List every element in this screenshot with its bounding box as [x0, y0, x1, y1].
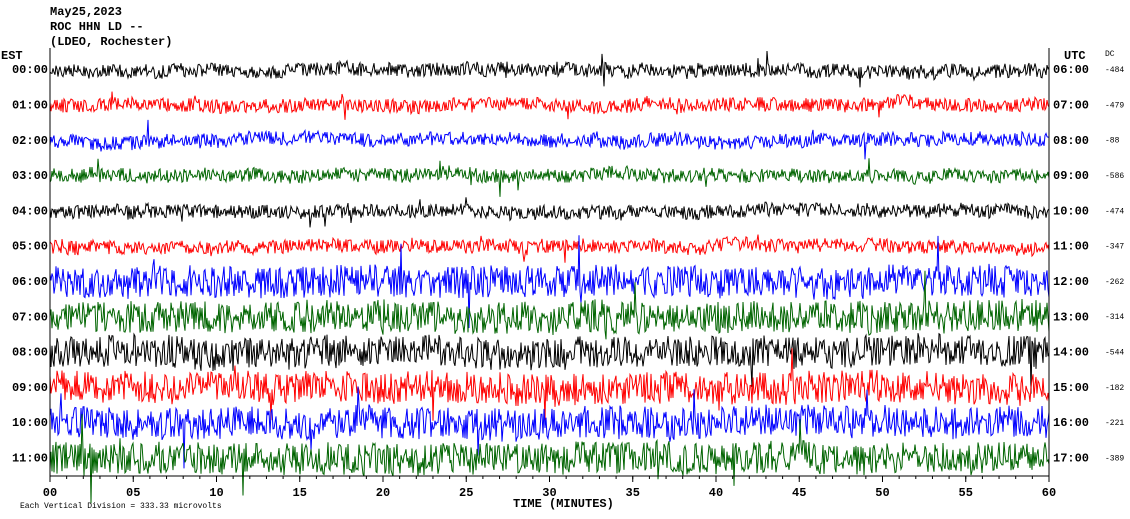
est-label: 06:00 — [12, 275, 48, 289]
est-label: 05:00 — [12, 240, 48, 254]
est-label: 01:00 — [12, 98, 48, 112]
utc-label: 12:00 — [1053, 275, 1089, 289]
left-label: EST — [1, 49, 23, 63]
est-label: 09:00 — [12, 381, 48, 395]
utc-label: 11:00 — [1053, 240, 1089, 254]
dc-value: -389 — [1105, 454, 1124, 463]
x-tick-label: 45 — [792, 486, 806, 500]
trace — [49, 50, 1050, 88]
header-line: ROC HHN LD -- — [50, 20, 144, 34]
utc-label: 06:00 — [1053, 63, 1089, 77]
dc-value: -182 — [1105, 384, 1124, 393]
header-line: (LDEO, Rochester) — [50, 35, 172, 49]
utc-label: 10:00 — [1053, 204, 1089, 218]
x-tick-label: 15 — [293, 486, 307, 500]
est-label: 04:00 — [12, 204, 48, 218]
dc-value: -474 — [1105, 207, 1124, 216]
dc-value: -586 — [1105, 172, 1124, 181]
trace — [49, 91, 1050, 120]
dc-value: -221 — [1105, 419, 1124, 428]
trace — [49, 234, 1050, 263]
x-tick-label: 40 — [709, 486, 723, 500]
utc-label: 07:00 — [1053, 98, 1089, 112]
dc-value: -88 — [1105, 137, 1120, 146]
trace — [49, 332, 1050, 394]
traces — [49, 50, 1050, 504]
dc-value: -544 — [1105, 349, 1124, 358]
header-line: May25,2023 — [50, 5, 122, 19]
est-label: 03:00 — [12, 169, 48, 183]
est-label: 02:00 — [12, 134, 48, 148]
utc-label: 08:00 — [1053, 134, 1089, 148]
right-label: UTC — [1064, 49, 1086, 63]
x-tick-label: 60 — [1042, 486, 1056, 500]
trace — [49, 158, 1050, 197]
est-label: 10:00 — [12, 416, 48, 430]
dc-value: -314 — [1105, 313, 1124, 322]
x-tick-label: 50 — [875, 486, 889, 500]
utc-label: 14:00 — [1053, 346, 1089, 360]
dc-value: -262 — [1105, 278, 1124, 287]
trace — [49, 348, 1050, 421]
x-tick-label: 35 — [626, 486, 640, 500]
footer: Each Vertical Division = 333.33 microvol… — [20, 502, 222, 511]
dc-value: -479 — [1105, 101, 1124, 110]
x-tick-label: 10 — [209, 486, 223, 500]
dc-value: -347 — [1105, 243, 1124, 252]
est-label: 07:00 — [12, 310, 48, 324]
x-tick-label: 00 — [43, 486, 57, 500]
trace — [49, 270, 1050, 340]
labels: May25,2023 ROC HHN LD -- (LDEO, Rocheste… — [1, 5, 1124, 511]
trace — [49, 119, 1050, 160]
x-tick-label: 05 — [126, 486, 140, 500]
x-tick-label: 55 — [959, 486, 973, 500]
utc-label: 16:00 — [1053, 416, 1089, 430]
trace — [49, 197, 1050, 228]
x-tick-label: 30 — [542, 486, 556, 500]
utc-label: 13:00 — [1053, 310, 1089, 324]
trace — [49, 414, 1050, 504]
trace — [49, 386, 1050, 469]
utc-label: 09:00 — [1053, 169, 1089, 183]
est-label: 11:00 — [12, 451, 48, 465]
est-label: 00:00 — [12, 63, 48, 77]
x-tick-label: 20 — [376, 486, 390, 500]
utc-label: 15:00 — [1053, 381, 1089, 395]
utc-label: 17:00 — [1053, 451, 1089, 465]
est-label: 08:00 — [12, 346, 48, 360]
x-tick-label: 25 — [459, 486, 473, 500]
dc-value: -484 — [1105, 66, 1124, 75]
x-axis-label: TIME (MINUTES) — [513, 497, 614, 511]
dc-label: DC — [1105, 50, 1115, 59]
trace — [49, 235, 1050, 329]
